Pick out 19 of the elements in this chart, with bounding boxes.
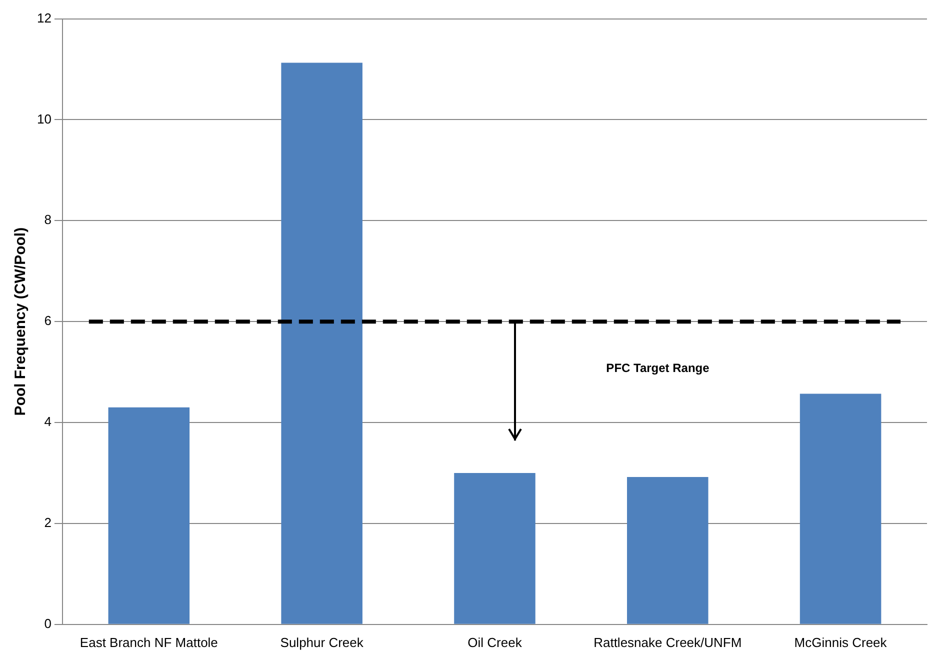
bar (454, 473, 536, 624)
bar (108, 407, 190, 624)
x-tick-label: McGinnis Creek (794, 634, 888, 650)
bar (627, 477, 708, 624)
y-tick-label: 10 (36, 111, 52, 126)
y-tick-label: 2 (44, 515, 52, 530)
x-tick-label: Rattlesnake Creek/UNFM (594, 634, 742, 650)
bar (800, 394, 882, 624)
y-tick-label: 12 (36, 10, 52, 26)
annotation: PFC Target Range (606, 361, 710, 376)
y-tick-label: 0 (44, 616, 52, 631)
y-axis-title: Pool Frequency (CW/Pool) (12, 227, 30, 416)
y-tick-label: 6 (44, 313, 52, 328)
x-tick-label: Oil Creek (468, 634, 522, 650)
y-tick-label: 4 (44, 414, 52, 430)
bar (281, 62, 362, 624)
x-tick-label: Sulphur Creek (280, 634, 364, 650)
x-tick-label: East Branch NF Mattole (80, 634, 218, 650)
y-tick-label: 8 (44, 212, 52, 228)
